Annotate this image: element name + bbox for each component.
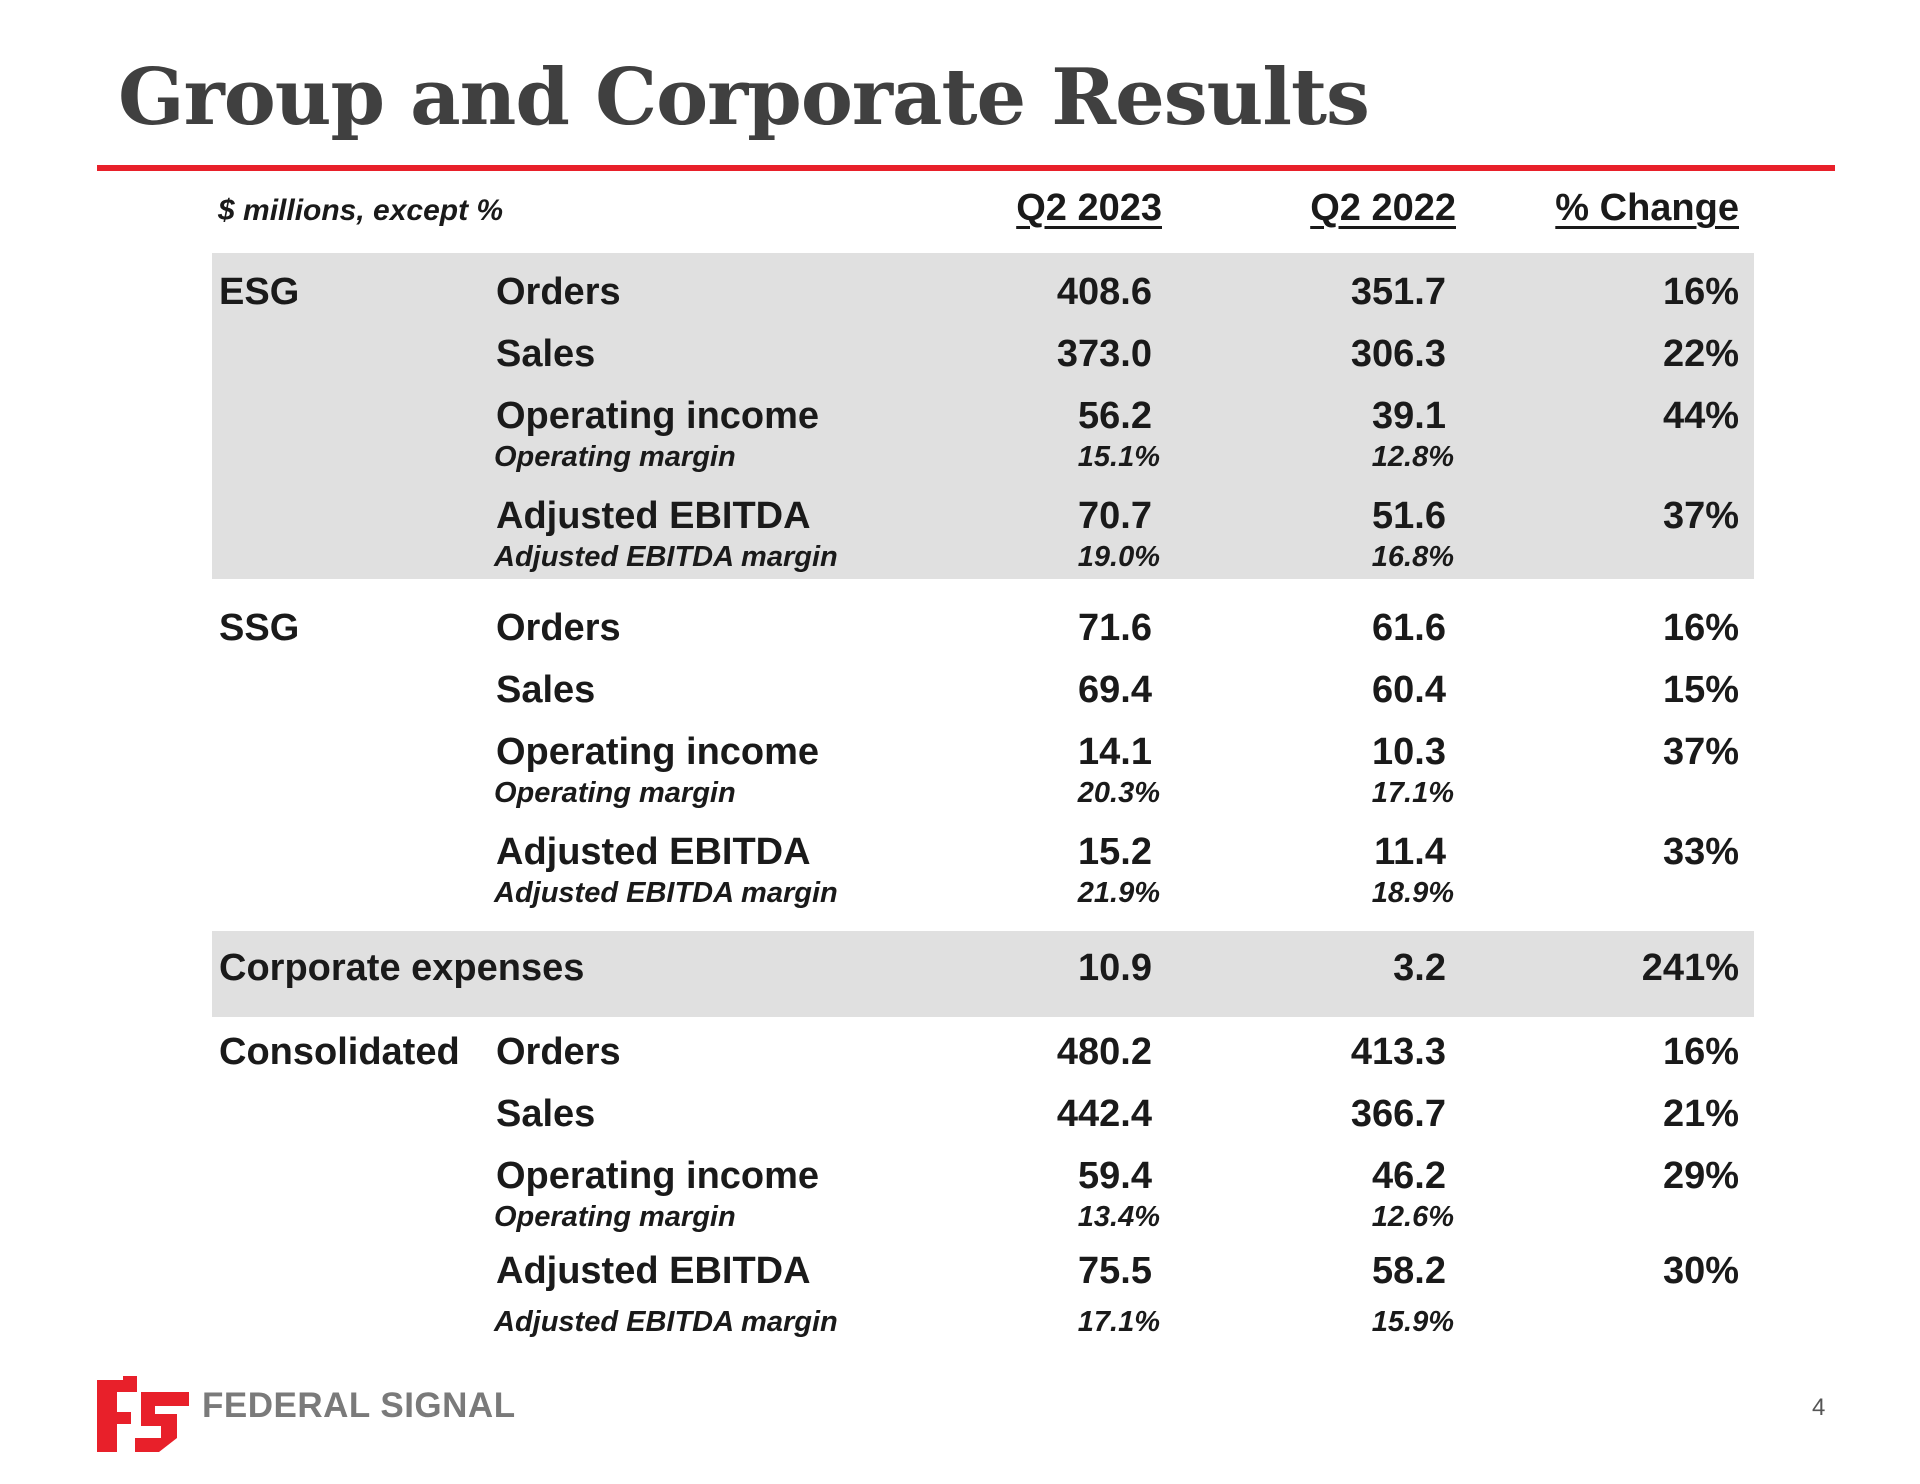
corporate-expenses-band xyxy=(212,931,1754,1017)
column-header-q2-2023: Q2 2023 xyxy=(1016,187,1162,229)
page-title: Group and Corporate Results xyxy=(118,52,1370,143)
row-label: Sales xyxy=(496,669,596,711)
federal-signal-logo-text: FEDERAL SIGNAL xyxy=(202,1386,516,1425)
value-q2-2022: 413.3 xyxy=(1350,1031,1446,1073)
value-change: 22% xyxy=(1662,333,1739,375)
sub-value-q2-2022: 17.1% xyxy=(1371,777,1454,809)
column-header-pct-change: % Change xyxy=(1555,187,1739,229)
sub-row-label: Operating margin xyxy=(494,1201,736,1233)
sub-value-q2-2022: 16.8% xyxy=(1371,541,1454,573)
sub-value-q2-2022: 15.9% xyxy=(1371,1306,1454,1338)
row-label: Sales xyxy=(496,333,596,375)
row-label: Orders xyxy=(496,1031,621,1073)
value-q2-2023: 75.5 xyxy=(1078,1250,1152,1292)
sub-row-label: Adjusted EBITDA margin xyxy=(494,1306,838,1338)
value-change: 16% xyxy=(1662,271,1739,313)
value-change: 29% xyxy=(1662,1155,1739,1197)
segment-label-esg: ESG xyxy=(219,271,300,313)
value-q2-2023: 69.4 xyxy=(1078,669,1152,711)
value-q2-2023: 56.2 xyxy=(1078,395,1152,437)
federal-signal-logo-icon xyxy=(97,1376,189,1457)
unit-note: $ millions, except % xyxy=(218,194,504,227)
value-change: 16% xyxy=(1662,607,1739,649)
value-q2-2022: 10.3 xyxy=(1372,731,1446,773)
row-label: Operating income xyxy=(496,1155,820,1197)
value-q2-2022: 60.4 xyxy=(1372,669,1446,711)
value-change: 15% xyxy=(1662,669,1739,711)
value-change: 37% xyxy=(1662,495,1739,537)
value-q2-2022: 46.2 xyxy=(1372,1155,1446,1197)
sub-row-label: Adjusted EBITDA margin xyxy=(494,541,838,573)
value-q2-2023: 442.4 xyxy=(1056,1093,1152,1135)
segment-label-ssg: SSG xyxy=(219,607,300,649)
sub-value-q2-2023: 20.3% xyxy=(1077,777,1160,809)
sub-value-q2-2023: 17.1% xyxy=(1077,1306,1160,1338)
value-q2-2022: 351.7 xyxy=(1350,271,1446,313)
value-change: 37% xyxy=(1662,731,1739,773)
value-q2-2023: 71.6 xyxy=(1078,607,1152,649)
value-change: 33% xyxy=(1662,831,1739,873)
row-label: Operating income xyxy=(496,395,820,437)
esg-band xyxy=(212,253,1754,579)
title-underline-rule xyxy=(97,165,1835,171)
row-label: Orders xyxy=(496,271,621,313)
row-label: Orders xyxy=(496,607,621,649)
value-q2-2023: 70.7 xyxy=(1078,495,1152,537)
value-q2-2022: 61.6 xyxy=(1372,607,1446,649)
sub-value-q2-2022: 18.9% xyxy=(1371,877,1454,909)
sub-value-q2-2023: 15.1% xyxy=(1077,441,1160,473)
value-q2-2023: 480.2 xyxy=(1056,1031,1152,1073)
value-q2-2023: 10.9 xyxy=(1078,947,1152,989)
row-label: Adjusted EBITDA xyxy=(496,1250,811,1292)
sub-value-q2-2023: 21.9% xyxy=(1077,877,1160,909)
value-q2-2023: 373.0 xyxy=(1056,333,1152,375)
segment-label-corporate-expenses: Corporate expenses xyxy=(219,947,585,989)
value-q2-2023: 59.4 xyxy=(1078,1155,1152,1197)
value-q2-2022: 51.6 xyxy=(1372,495,1446,537)
sub-value-q2-2022: 12.6% xyxy=(1371,1201,1454,1233)
column-header-q2-2022: Q2 2022 xyxy=(1310,187,1456,229)
sub-value-q2-2022: 12.8% xyxy=(1371,441,1454,473)
value-q2-2022: 11.4 xyxy=(1374,831,1446,873)
value-change: 16% xyxy=(1662,1031,1739,1073)
value-change: 21% xyxy=(1662,1093,1739,1135)
row-label: Operating income xyxy=(496,731,820,773)
value-q2-2023: 408.6 xyxy=(1056,271,1152,313)
sub-row-label: Operating margin xyxy=(494,777,736,809)
sub-row-label: Operating margin xyxy=(494,441,736,473)
value-change: 44% xyxy=(1662,395,1739,437)
page-number: 4 xyxy=(1812,1394,1826,1421)
sub-value-q2-2023: 19.0% xyxy=(1077,541,1160,573)
value-q2-2022: 366.7 xyxy=(1350,1093,1446,1135)
value-q2-2023: 14.1 xyxy=(1078,731,1152,773)
value-q2-2022: 39.1 xyxy=(1372,395,1446,437)
row-label: Sales xyxy=(496,1093,596,1135)
value-q2-2022: 58.2 xyxy=(1372,1250,1446,1292)
value-change: 241% xyxy=(1641,947,1739,989)
value-q2-2022: 306.3 xyxy=(1350,333,1446,375)
row-label: Adjusted EBITDA xyxy=(496,831,811,873)
sub-row-label: Adjusted EBITDA margin xyxy=(494,877,838,909)
sub-value-q2-2023: 13.4% xyxy=(1077,1201,1160,1233)
row-label: Adjusted EBITDA xyxy=(496,495,811,537)
value-q2-2022: 3.2 xyxy=(1393,947,1446,989)
value-change: 30% xyxy=(1662,1250,1739,1292)
value-q2-2023: 15.2 xyxy=(1078,831,1152,873)
segment-label-consolidated: Consolidated xyxy=(219,1031,460,1073)
